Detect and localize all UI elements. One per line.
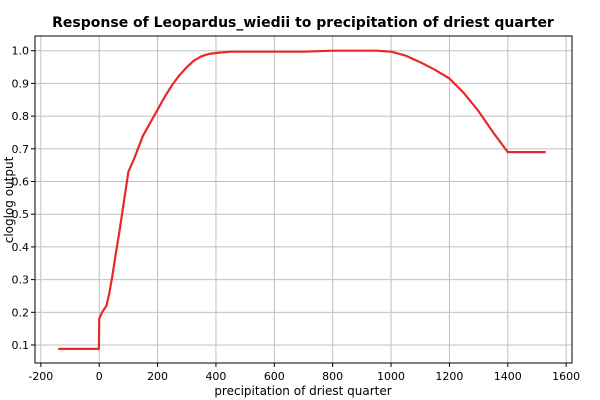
x-tick-label: 1000 bbox=[377, 370, 405, 383]
y-tick-label: 0.1 bbox=[12, 339, 30, 352]
y-tick-label: 0.6 bbox=[12, 176, 30, 189]
plot-area bbox=[34, 35, 573, 364]
y-tick-label: 0.9 bbox=[12, 77, 30, 90]
x-tick-label: 1400 bbox=[494, 370, 522, 383]
y-tick-label: 0.3 bbox=[12, 274, 30, 287]
x-tick-label: 800 bbox=[322, 370, 343, 383]
x-tick-label: 400 bbox=[205, 370, 226, 383]
x-axis: -200 0 200 400 600 800 1000 1200 1400 1600 bbox=[28, 363, 580, 383]
y-tick-label: 0.2 bbox=[12, 306, 30, 319]
x-axis-label: precipitation of driest quarter bbox=[214, 384, 391, 398]
x-tick-label: 0 bbox=[96, 370, 103, 383]
response-curve bbox=[58, 49, 546, 350]
y-tick-label: 1.0 bbox=[12, 45, 30, 58]
x-tick-label: 200 bbox=[147, 370, 168, 383]
grid bbox=[35, 36, 572, 363]
y-axis-label: cloglog output bbox=[2, 156, 16, 243]
y-tick-label: 0.5 bbox=[12, 208, 30, 221]
x-tick-label: 600 bbox=[264, 370, 285, 383]
chart-title: Response of Leopardus_wiedii to precipit… bbox=[52, 15, 554, 31]
y-tick-label: 0.8 bbox=[12, 110, 30, 123]
x-tick-label: -200 bbox=[28, 370, 53, 383]
y-tick-label: 0.4 bbox=[12, 241, 30, 254]
x-tick-label: 1600 bbox=[552, 370, 580, 383]
x-tick-label: 1200 bbox=[435, 370, 463, 383]
y-axis: 0.1 0.2 0.3 0.4 0.5 0.6 0.7 0.8 0.9 1.0 bbox=[12, 45, 35, 352]
y-tick-label: 0.7 bbox=[12, 143, 30, 156]
